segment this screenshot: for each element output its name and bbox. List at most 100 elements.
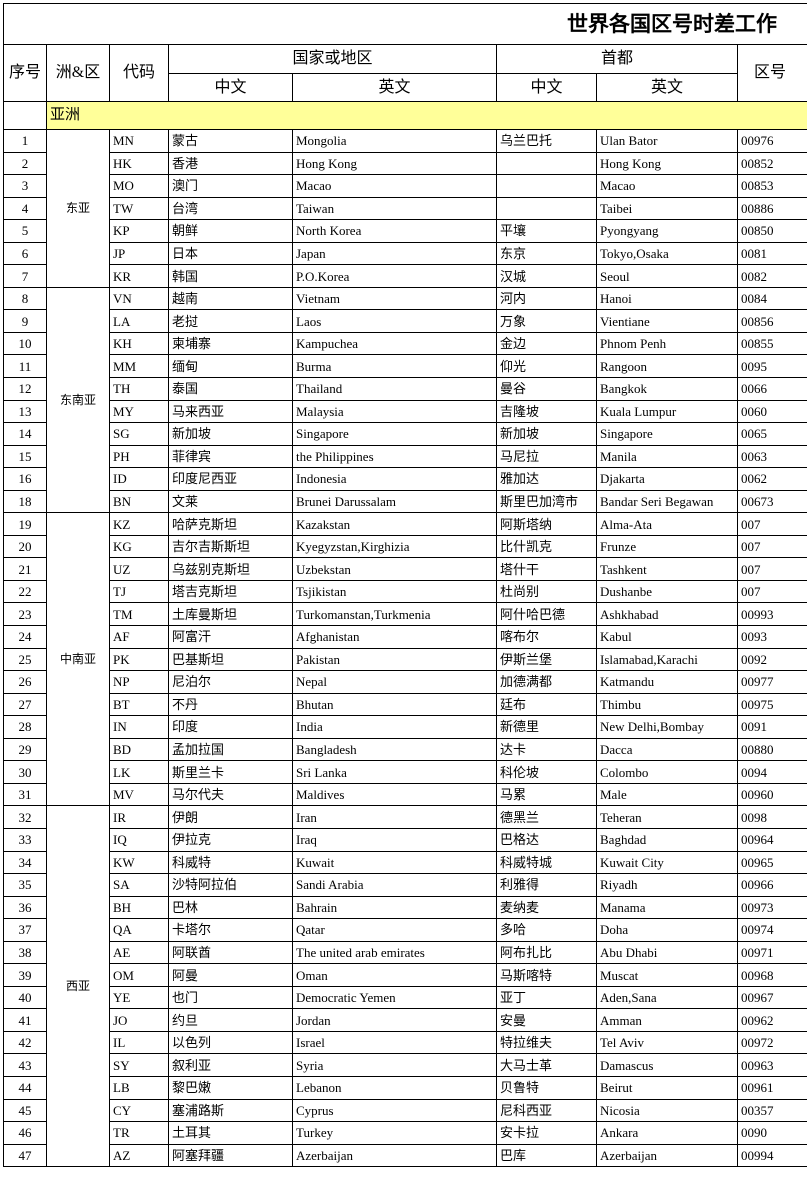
capital-cn: 吉隆坡 bbox=[496, 399, 597, 424]
capital-cn bbox=[496, 174, 597, 198]
title: 世界各国区号时差工作 bbox=[567, 12, 777, 36]
code: VN bbox=[109, 286, 169, 311]
code: YE bbox=[109, 985, 169, 1010]
zone-code: 00975 bbox=[737, 692, 807, 717]
table-row: 29 BD 孟加拉国 Bangladesh 达卡 Dacca 00880 bbox=[3, 737, 807, 762]
header: 英文 bbox=[292, 73, 497, 102]
code: UZ bbox=[109, 557, 169, 581]
code: LB bbox=[109, 1075, 169, 1100]
row-number: 32 bbox=[3, 805, 47, 829]
capital-cn: 东京 bbox=[496, 241, 597, 266]
table-row: 19 中南亚 KZ 哈萨克斯坦 Kazakstan 阿斯塔纳 Alma-Ata 007 bbox=[3, 512, 807, 807]
country-en: Mongolia bbox=[292, 129, 497, 153]
country-cn: 尼泊尔 bbox=[168, 670, 293, 694]
capital-cn: 德黑兰 bbox=[496, 805, 597, 829]
table-row: 39 OM 阿曼 Oman 马斯喀特 Muscat 00968 bbox=[3, 963, 807, 987]
code: AF bbox=[109, 625, 169, 649]
row-number: 15 bbox=[3, 444, 47, 469]
country-cn: 老挝 bbox=[168, 309, 293, 333]
zone-code: 00963 bbox=[737, 1053, 807, 1077]
zone-code: 00961 bbox=[737, 1075, 807, 1100]
row-number: 25 bbox=[3, 647, 47, 672]
capital-cn: 新加坡 bbox=[496, 422, 597, 446]
country-cn: 巴林 bbox=[168, 895, 293, 920]
zone-code: 0082 bbox=[737, 264, 807, 288]
code: KZ bbox=[109, 512, 169, 536]
capital-cn: 马斯喀特 bbox=[496, 963, 597, 987]
country-cn: 伊拉克 bbox=[168, 827, 293, 852]
country-en: Bangladesh bbox=[292, 737, 497, 762]
capital-en: Taibei bbox=[596, 196, 738, 221]
capital-cn: 雅加达 bbox=[496, 467, 597, 491]
region-group: 东亚 bbox=[46, 129, 110, 288]
capital-en: Muscat bbox=[596, 963, 738, 987]
code: SY bbox=[109, 1053, 169, 1077]
country-en: Burma bbox=[292, 354, 497, 379]
country-cn: 印度尼西亚 bbox=[168, 467, 293, 491]
table-row: 42 IL 以色列 Israel 特拉维夫 Tel Aviv 00972 bbox=[3, 1030, 807, 1055]
capital-en: Hong Kong bbox=[596, 151, 738, 176]
country-en: P.O.Korea bbox=[292, 264, 497, 288]
table-row: 10 KH 柬埔寨 Kampuchea 金边 Phnom Penh 00855 bbox=[3, 331, 807, 356]
capital-cn: 仰光 bbox=[496, 354, 597, 379]
code: BD bbox=[109, 737, 169, 762]
code: TH bbox=[109, 377, 169, 401]
country-cn: 阿塞拜疆 bbox=[168, 1143, 293, 1168]
row-number: 33 bbox=[3, 827, 47, 852]
code: IL bbox=[109, 1030, 169, 1055]
table-row: 8 东南亚 VN 越南 Vietnam 河内 Hanoi 0084 bbox=[3, 286, 807, 514]
capital-en: Damascus bbox=[596, 1053, 738, 1077]
country-cn: 印度 bbox=[168, 715, 293, 739]
table-row: 11 MM 缅甸 Burma 仰光 Rangoon 0095 bbox=[3, 354, 807, 379]
country-cn: 土耳其 bbox=[168, 1121, 293, 1145]
code: MY bbox=[109, 399, 169, 424]
capital-en: Seoul bbox=[596, 264, 738, 288]
country-en: Syria bbox=[292, 1053, 497, 1077]
zone-code: 00993 bbox=[737, 602, 807, 627]
blank-cell bbox=[3, 101, 47, 130]
region-group: 西亚 bbox=[46, 805, 110, 1168]
table-row: 33 IQ 伊拉克 Iraq 巴格达 Baghdad 00964 bbox=[3, 827, 807, 852]
capital-en: Tel Aviv bbox=[596, 1030, 738, 1055]
table-row: 15 PH 菲律宾 the Philippines 马尼拉 Manila 0063 bbox=[3, 444, 807, 469]
country-en: Singapore bbox=[292, 422, 497, 446]
country-cn: 菲律宾 bbox=[168, 444, 293, 469]
row-number: 39 bbox=[3, 963, 47, 987]
row-number: 44 bbox=[3, 1075, 47, 1100]
capital-cn: 特拉维夫 bbox=[496, 1030, 597, 1055]
table-row: 12 TH 泰国 Thailand 曼谷 Bangkok 0066 bbox=[3, 377, 807, 401]
row-number: 10 bbox=[3, 331, 47, 356]
code: TR bbox=[109, 1121, 169, 1145]
country-en: Pakistan bbox=[292, 647, 497, 672]
country-en: Macao bbox=[292, 174, 497, 198]
row-number: 22 bbox=[3, 579, 47, 604]
zone-code: 00973 bbox=[737, 895, 807, 920]
zone-code: 00960 bbox=[737, 782, 807, 807]
country-cn: 马来西亚 bbox=[168, 399, 293, 424]
capital-cn: 塔什干 bbox=[496, 557, 597, 581]
zone-code: 00966 bbox=[737, 873, 807, 897]
capital-en: Kuala Lumpur bbox=[596, 399, 738, 424]
country-cn: 澳门 bbox=[168, 174, 293, 198]
zone-code: 007 bbox=[737, 534, 807, 559]
country-en: Iraq bbox=[292, 827, 497, 852]
code: MM bbox=[109, 354, 169, 379]
code: IR bbox=[109, 805, 169, 829]
capital-cn: 平壤 bbox=[496, 219, 597, 243]
country-en: Lebanon bbox=[292, 1075, 497, 1100]
country-en: Democratic Yemen bbox=[292, 985, 497, 1010]
code: QA bbox=[109, 918, 169, 942]
zone-code: 00357 bbox=[737, 1098, 807, 1123]
capital-cn: 阿斯塔纳 bbox=[496, 512, 597, 536]
row-number: 36 bbox=[3, 895, 47, 920]
row-number: 18 bbox=[3, 489, 47, 514]
capital-en: Macao bbox=[596, 174, 738, 198]
row-number: 24 bbox=[3, 625, 47, 649]
country-en: Kuwait bbox=[292, 850, 497, 875]
country-cn: 科威特 bbox=[168, 850, 293, 875]
zone-code: 0062 bbox=[737, 467, 807, 491]
row-number: 34 bbox=[3, 850, 47, 875]
capital-en: Dushanbe bbox=[596, 579, 738, 604]
country-cn: 孟加拉国 bbox=[168, 737, 293, 762]
country-en: Sri Lanka bbox=[292, 760, 497, 784]
